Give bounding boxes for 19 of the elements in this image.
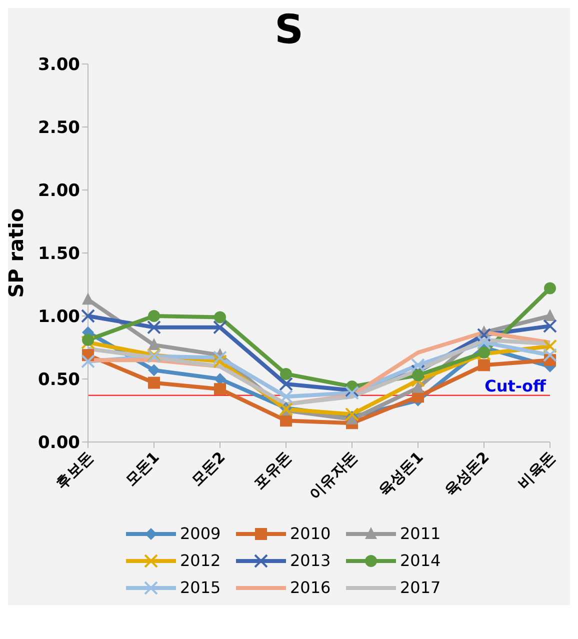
legend-label: 2015 — [180, 578, 221, 597]
y-axis-title: SP ratio — [4, 208, 28, 298]
legend-label: 2014 — [400, 551, 441, 570]
y-tick-label: 3.00 — [38, 55, 80, 76]
legend-label: 2010 — [290, 524, 331, 543]
y-tick-label: 0.00 — [38, 433, 80, 454]
legend-label: 2009 — [180, 524, 221, 543]
y-tick-label: 0.50 — [38, 370, 80, 390]
ref-line-label: Cut-off — [484, 376, 548, 396]
y-tick-label: 2.00 — [38, 181, 80, 202]
chart-title: S — [274, 7, 304, 53]
legend-label: 2017 — [400, 578, 441, 597]
legend-label: 2011 — [400, 524, 441, 543]
legend-label: 2012 — [180, 551, 221, 570]
y-tick-label: 1.00 — [38, 307, 80, 328]
legend-label: 2013 — [290, 551, 331, 570]
legend-label: 2016 — [290, 578, 331, 597]
y-tick-label: 2.50 — [38, 118, 80, 138]
y-tick-label: 1.50 — [38, 244, 80, 264]
